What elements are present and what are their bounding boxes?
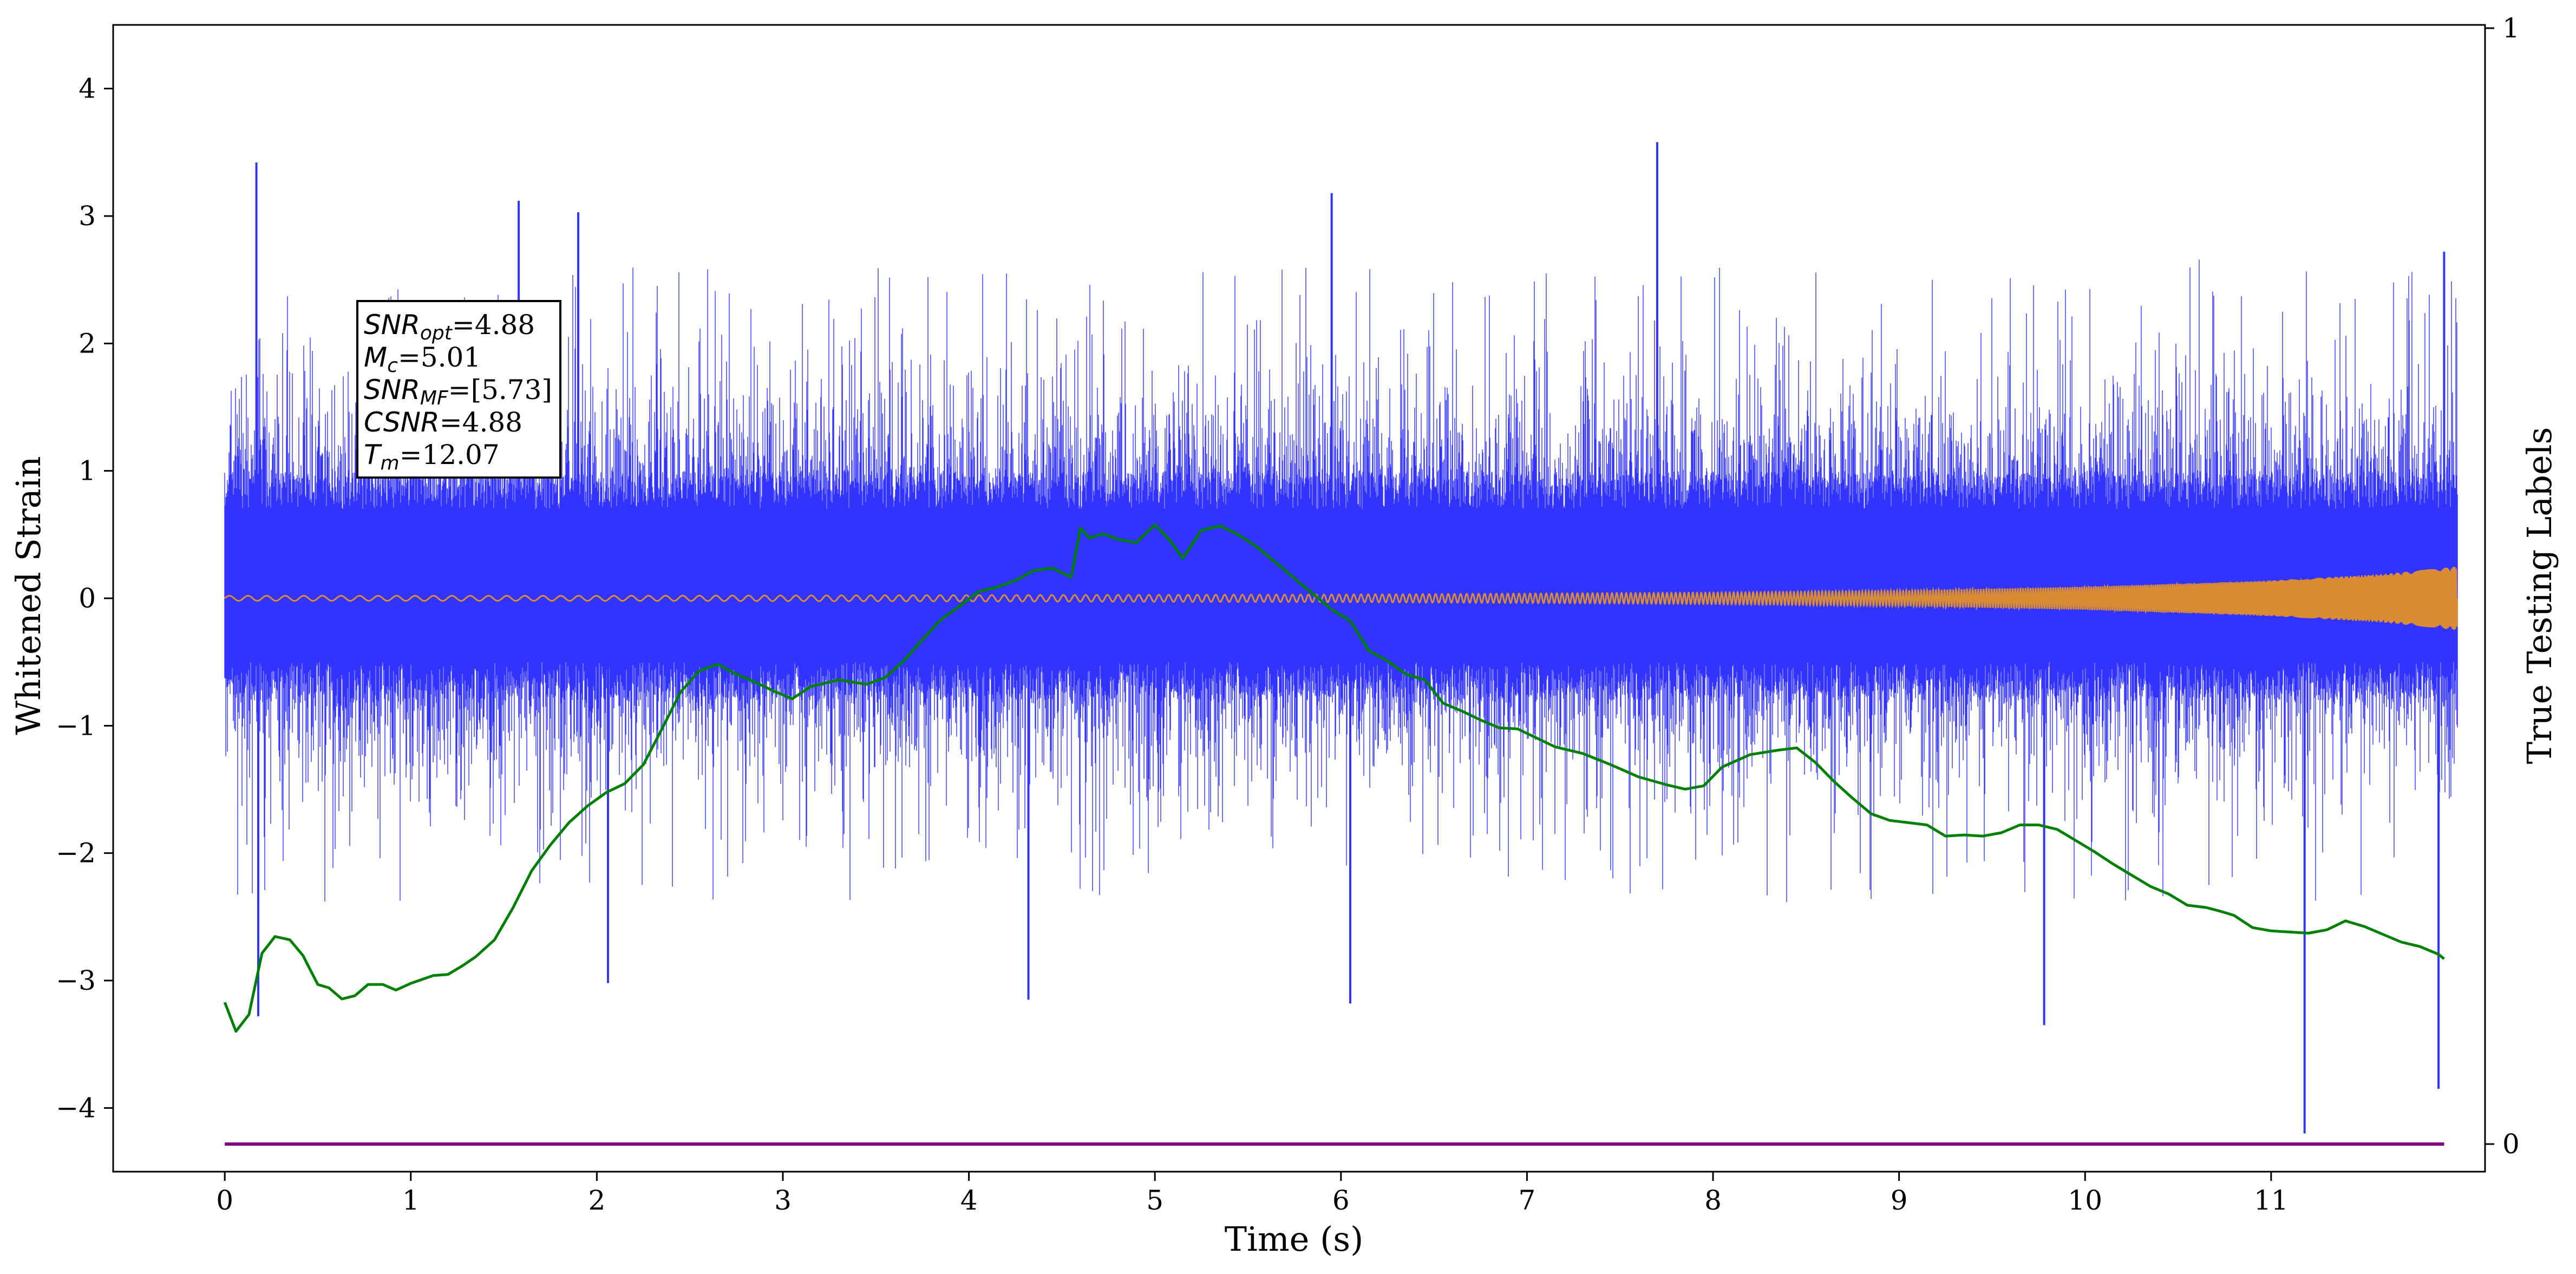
y-left-tick-label: 4 [79,73,96,104]
x-tick-label: 1 [402,1185,420,1216]
annotation-line: SNRMF=[5.73] [364,374,552,409]
annotation-box: SNRopt=4.88Mc=5.01SNRMF=[5.73]CSNR=4.88T… [357,301,560,478]
y-left-tick-label: −3 [56,965,96,996]
x-tick-label: 2 [588,1185,605,1216]
y-left-tick-label: −2 [56,838,96,869]
y-left-tick-label: −1 [56,710,96,741]
y-right-tick-label: 0 [2502,1128,2520,1160]
x-tick-label: 8 [1704,1185,1722,1216]
x-tick-label: 5 [1146,1185,1163,1216]
x-tick-label: 11 [2254,1185,2289,1216]
y-right-tick-label: 1 [2502,12,2520,44]
x-axis-title: Time (s) [1225,1219,1364,1259]
annotation-line: CSNR=4.88 [364,407,522,438]
annotation-line: Mc=5.01 [364,342,481,377]
y-left-tick-label: 1 [79,455,96,487]
x-tick-label: 9 [1891,1185,1908,1216]
y-left-tick-label: 3 [79,200,96,232]
x-tick-label: 6 [1332,1185,1350,1216]
x-tick-label: 7 [1519,1185,1536,1216]
x-tick-label: 0 [216,1185,233,1216]
y-left-tick-label: 2 [79,328,96,359]
y-left-tick-label: −4 [56,1092,96,1123]
y-axis-right-title: True Testing Labels [2520,427,2559,765]
x-tick-label: 3 [774,1185,792,1216]
x-tick-label: 10 [2068,1185,2102,1216]
x-tick-label: 4 [960,1185,978,1216]
y-axis-left-title: Whitened Strain [9,456,48,735]
y-left-tick-label: 0 [79,583,96,614]
